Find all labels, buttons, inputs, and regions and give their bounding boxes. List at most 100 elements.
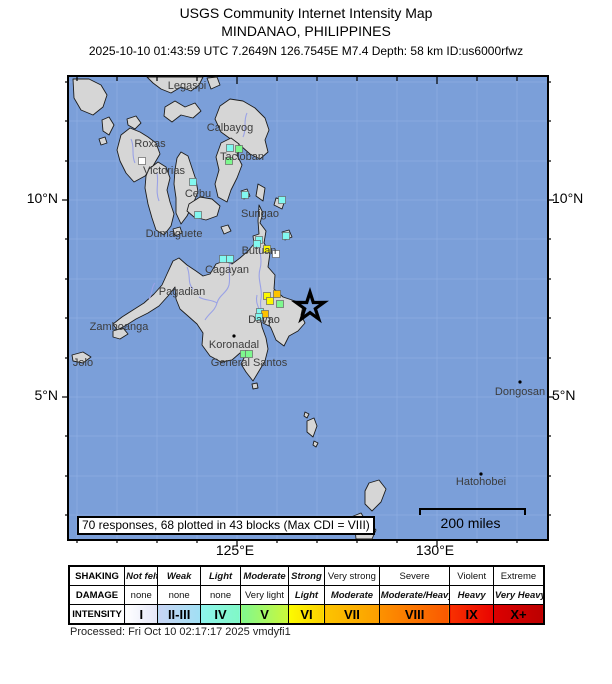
river (186, 266, 194, 290)
legend-cell: IV (199, 604, 242, 625)
city-label: Legaspi (168, 80, 207, 92)
legend-cell: Strong (287, 565, 326, 586)
scale-bracket (419, 508, 526, 515)
legend-cell: Severe (378, 565, 451, 586)
land-polygon (172, 226, 183, 237)
city-label: Pagadian (159, 286, 206, 298)
lat-label-5n-left: 5°N (34, 387, 59, 403)
legend-row-label: SHAKING (68, 565, 126, 586)
legend-cell: Very Heavy (492, 585, 545, 605)
land-polygon (306, 417, 318, 438)
city-label: Jolo (73, 357, 93, 369)
intensity-block (138, 157, 146, 165)
map-title: USGS Community Internet Intensity Map (179, 5, 433, 21)
intensity-block (194, 211, 202, 219)
city-label: Cagayan (205, 264, 249, 276)
legend-cell: VIII (378, 604, 451, 625)
river (204, 260, 232, 321)
legend-cell: IX (449, 604, 494, 625)
legend-cell: Extreme (492, 565, 545, 586)
city-label: Cebu (185, 188, 211, 200)
legend-cell: VII (324, 604, 380, 625)
city-label: Dumaguete (146, 228, 203, 240)
intensity-legend: SHAKING Not felt Weak Light Moderate Strong Ve… (68, 565, 545, 625)
city-label: Surigao (241, 208, 279, 220)
land-polygon (163, 100, 202, 123)
legend-cell: Moderate/Heavy (378, 585, 451, 605)
land-polygon (220, 224, 232, 235)
land-polygon (251, 382, 259, 390)
intensity-block (273, 290, 281, 298)
intensity-block (241, 191, 249, 199)
intensity-block (272, 250, 280, 258)
legend-row-label: INTENSITY (68, 604, 126, 625)
epicenter-star-center (301, 297, 319, 315)
land-polygon (98, 136, 108, 146)
river (156, 172, 160, 202)
legend-cell: II-III (157, 604, 201, 625)
processed-timestamp: Processed: Fri Oct 10 02:17:17 2025 vmdy… (70, 626, 291, 638)
land-polygon (144, 161, 175, 236)
intensity-block (225, 157, 233, 165)
city-label: Roxas (134, 138, 166, 150)
legend-cell: I (124, 604, 159, 625)
land-polygon (112, 327, 129, 340)
legend-row-intensity: INTENSITY I II-III IV V VI VII VIII IX X+ (68, 604, 545, 625)
intensity-block (226, 255, 234, 263)
intensity-block (266, 297, 274, 305)
intensity-block (189, 178, 197, 186)
land-polygon (101, 116, 115, 136)
land-polygon (303, 411, 310, 419)
land-polygon (364, 479, 387, 512)
lat-label-5n-right: 5°N (552, 387, 576, 403)
intensity-block (255, 313, 263, 321)
land-polygon (146, 76, 204, 94)
lat-label-10n-left: 10°N (26, 190, 58, 206)
land-polygon (72, 78, 108, 116)
river (198, 296, 218, 304)
intensity-block (276, 300, 284, 308)
city-label: Dongosan (495, 386, 545, 398)
city-label: General Santos (211, 357, 288, 369)
city-label: Victorias (143, 165, 185, 177)
legend-row-damage: DAMAGE none none none Very light Light Moderat… (68, 585, 545, 605)
river (148, 282, 156, 300)
river (130, 138, 136, 164)
land-polygon (71, 351, 92, 364)
city-label: Koronadal (209, 339, 259, 351)
intensity-block (278, 196, 286, 204)
event-region: MINDANAO, PHILIPPINES (221, 23, 391, 39)
lon-label-125e: 125°E (215, 542, 255, 558)
land-polygon (255, 183, 266, 202)
legend-cell: none (199, 585, 242, 605)
intensity-block (253, 240, 261, 248)
city-label: Hatohobei (456, 476, 506, 488)
legend-cell: Moderate (240, 565, 289, 586)
legend-cell: none (124, 585, 159, 605)
legend-cell: Violent (449, 565, 494, 586)
legend-cell: Light (287, 585, 326, 605)
legend-cell: Not felt (124, 565, 159, 586)
intensity-block (235, 145, 243, 153)
legend-cell: VI (287, 604, 326, 625)
title-block: USGS Community Internet Intensity Map MI… (0, 4, 612, 59)
city-label: Calbayog (207, 122, 253, 134)
legend-cell: Heavy (449, 585, 494, 605)
legend-row-label: DAMAGE (68, 585, 126, 605)
city-label: Butuan (242, 245, 277, 257)
legend-cell: Very strong (324, 565, 380, 586)
intensity-block (226, 144, 234, 152)
intensity-block (282, 232, 290, 240)
city-dot (479, 472, 483, 476)
legend-cell: V (240, 604, 289, 625)
land-polygon (126, 115, 142, 130)
map-canvas: Legaspi Calbayog Roxas Tacloban VictoriasCeb… (62, 76, 554, 546)
city-label: Tacloban (220, 151, 264, 163)
intensity-block (219, 255, 227, 263)
event-details: 2025-10-10 01:43:59 UTC 7.2649N 126.7545… (88, 44, 524, 58)
city-label: Davao (248, 314, 280, 326)
land-polygon (214, 137, 243, 203)
map-frame: Legaspi Calbayog Roxas Tacloban Victorias Ceb… (62, 75, 554, 546)
land-polygon (112, 204, 306, 382)
